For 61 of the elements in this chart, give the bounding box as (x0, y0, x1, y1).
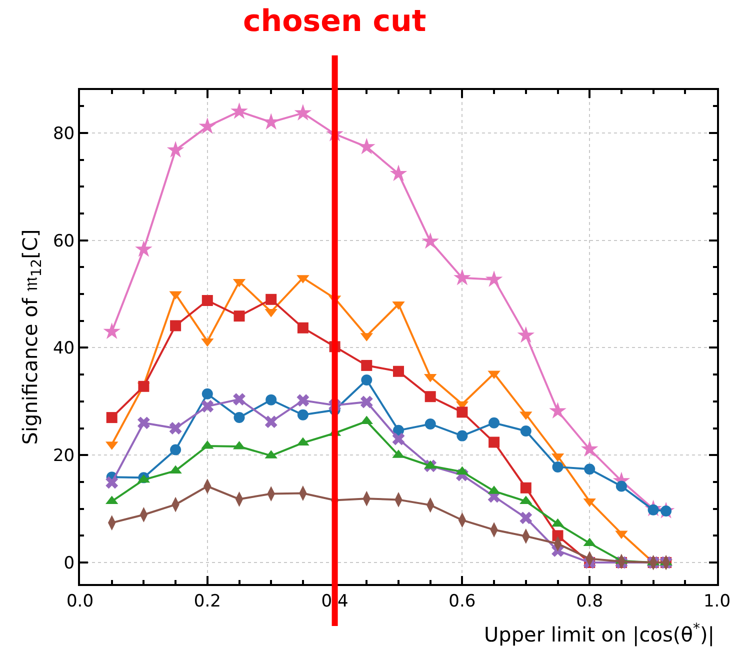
point (361, 374, 372, 386)
point (616, 480, 627, 492)
point (422, 232, 439, 249)
point (106, 412, 118, 424)
y-tick-label: 0 (64, 553, 75, 574)
point (266, 294, 277, 305)
point (106, 476, 118, 489)
point (264, 416, 278, 428)
point (520, 425, 532, 436)
point (296, 394, 310, 407)
x-tick-label: 0.2 (194, 591, 221, 612)
y-tick-label: 60 (52, 231, 75, 252)
point (552, 461, 564, 472)
point (520, 512, 532, 524)
point (456, 406, 468, 418)
point (456, 430, 468, 442)
point (294, 104, 312, 120)
point (424, 391, 436, 402)
x-tick-label: 0.8 (576, 591, 604, 612)
point (201, 400, 214, 412)
point (234, 310, 245, 322)
point (170, 320, 182, 332)
x-tick-label: 0.0 (66, 591, 94, 612)
x-tick-label: 1.0 (703, 591, 731, 612)
point (488, 417, 500, 428)
point (454, 268, 471, 286)
point (392, 432, 405, 446)
y-tick-label: 20 (52, 446, 75, 466)
point (580, 440, 598, 457)
point (137, 416, 150, 430)
y-tick-label: 40 (52, 338, 75, 359)
point (198, 117, 216, 134)
y-tick-label: 80 (52, 124, 75, 144)
point (297, 322, 308, 334)
point (520, 482, 532, 494)
ref-line-label: chosen cut (243, 4, 426, 39)
point (297, 409, 308, 420)
point (360, 396, 373, 408)
point (266, 394, 277, 406)
point (169, 422, 182, 434)
point (234, 412, 245, 424)
point (230, 102, 248, 119)
point (135, 240, 152, 257)
point (549, 402, 566, 418)
point (584, 464, 596, 475)
point (424, 418, 436, 430)
point (202, 388, 213, 400)
point (202, 294, 213, 306)
point (103, 322, 120, 339)
point (233, 393, 246, 406)
point (485, 270, 503, 287)
point (517, 326, 535, 343)
point (393, 366, 404, 377)
x-tick-label: 0.6 (448, 591, 476, 612)
point (170, 444, 182, 456)
point (488, 436, 500, 448)
point (390, 164, 408, 182)
point (361, 360, 372, 371)
x-axis-title: Upper limit on |cos(θ$^{*}$)| (484, 621, 715, 646)
point (166, 141, 184, 158)
point (358, 138, 376, 154)
